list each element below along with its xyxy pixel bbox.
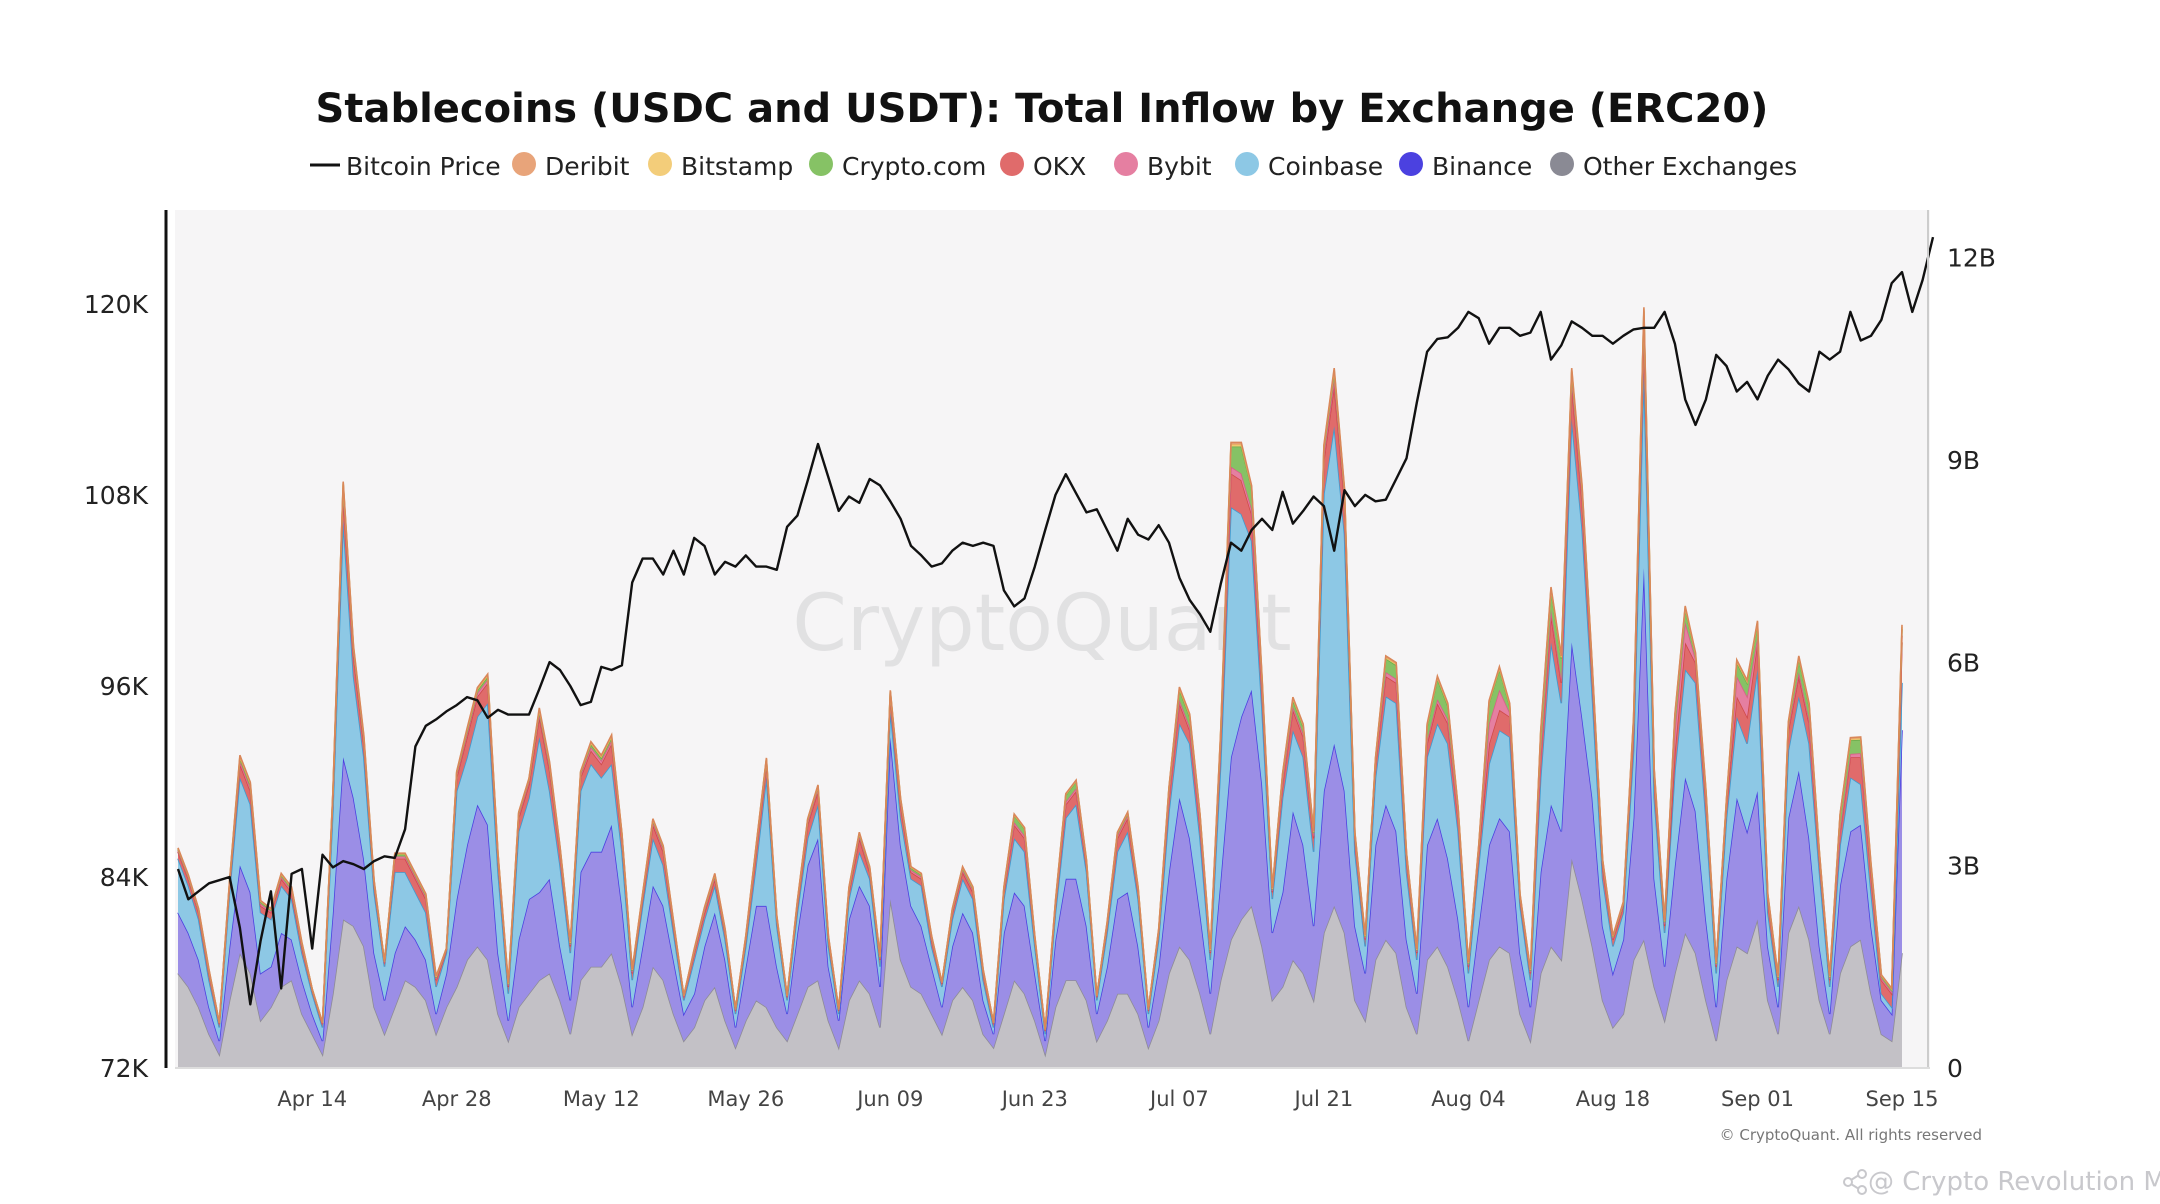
- legend-dot-marker: [809, 152, 833, 176]
- right-tick-label: 6B: [1947, 649, 1980, 678]
- share-icon: [1843, 1169, 1867, 1195]
- legend-item-bybit[interactable]: Bybit: [1114, 152, 1212, 181]
- legend-dot-marker: [1114, 152, 1138, 176]
- left-axis-ticks: 72K 84K 96K 108K 120K: [84, 290, 149, 1083]
- x-tick-label: Jun 09: [855, 1087, 923, 1111]
- right-tick-label: 3B: [1947, 851, 1980, 880]
- x-tick-label: Sep 01: [1721, 1087, 1794, 1111]
- left-tick-label: 96K: [100, 672, 149, 701]
- x-tick-label: Aug 18: [1576, 1087, 1650, 1111]
- area-binance: [178, 568, 1902, 1055]
- legend-label: OKX: [1033, 152, 1086, 181]
- legend-item-deribit[interactable]: Deribit: [512, 152, 630, 181]
- x-tick-label: May 12: [563, 1087, 640, 1111]
- legend-item-binance[interactable]: Binance: [1399, 152, 1532, 181]
- watermark: CryptoQuant: [792, 579, 1291, 669]
- copyright-text: © CryptoQuant. All rights reserved: [1720, 1126, 1982, 1144]
- legend-item-bitstamp[interactable]: Bitstamp: [648, 152, 793, 181]
- legend-label: Coinbase: [1268, 152, 1383, 181]
- x-tick-label: May 26: [707, 1087, 784, 1111]
- legend-dot-marker: [1550, 152, 1574, 176]
- legend: Bitcoin Price Deribit Bitstamp Crypto.co…: [310, 152, 1797, 181]
- x-tick-label: Apr 14: [277, 1087, 347, 1111]
- area-other-exchanges: [178, 858, 1902, 1068]
- legend-label: Binance: [1432, 152, 1532, 181]
- legend-dot-marker: [648, 152, 672, 176]
- legend-label: Other Exchanges: [1583, 152, 1797, 181]
- x-tick-label: Jul 07: [1148, 1087, 1209, 1111]
- x-tick-label: Aug 04: [1431, 1087, 1505, 1111]
- right-tick-label: 12B: [1947, 243, 1996, 272]
- left-tick-label: 84K: [100, 863, 149, 892]
- legend-label: Bitstamp: [681, 152, 793, 181]
- legend-dot-marker: [1399, 152, 1423, 176]
- legend-item-crypto-com[interactable]: Crypto.com: [809, 152, 986, 181]
- right-tick-label: 0: [1947, 1054, 1963, 1083]
- bitcoin-price-line: [176, 236, 1935, 1006]
- legend-item-other-exchanges[interactable]: Other Exchanges: [1550, 152, 1797, 181]
- area-coinbase: [178, 372, 1902, 1042]
- left-tick-label: 108K: [84, 481, 149, 510]
- attribution: @ Crypto Revolution Ma...: [1843, 1167, 2160, 1197]
- legend-label: Bitcoin Price: [346, 152, 501, 181]
- legend-dot-marker: [1235, 152, 1259, 176]
- right-axis-ticks: 0 3B 6B 9B 12B: [1947, 243, 1996, 1083]
- attribution-text: @ Crypto Revolution Ma...: [1868, 1167, 2160, 1197]
- x-axis-ticks: Apr 14 Apr 28 May 12 May 26 Jun 09 Jun 23 Jul …: [277, 1087, 1938, 1111]
- x-tick-label: Jun 23: [1000, 1087, 1068, 1111]
- legend-label: Crypto.com: [842, 152, 986, 181]
- legend-item-okx[interactable]: OKX: [1000, 152, 1086, 181]
- legend-label: Bybit: [1147, 152, 1212, 181]
- right-tick-label: 9B: [1947, 446, 1980, 475]
- left-tick-label: 72K: [100, 1054, 149, 1083]
- stacked-areas: [177, 307, 1903, 1068]
- legend-label: Deribit: [545, 152, 630, 181]
- legend-item-bitcoin-price[interactable]: Bitcoin Price: [310, 152, 501, 181]
- chart-title: Stablecoins (USDC and USDT): Total Inflo…: [316, 86, 1769, 132]
- left-tick-label: 120K: [84, 290, 149, 319]
- area-edge-deribit: [177, 307, 1903, 1030]
- legend-item-coinbase[interactable]: Coinbase: [1235, 152, 1383, 181]
- x-tick-label: Jul 21: [1293, 1087, 1354, 1111]
- x-tick-label: Apr 28: [422, 1087, 492, 1111]
- legend-dot-marker: [1000, 152, 1024, 176]
- x-tick-label: Sep 15: [1866, 1087, 1939, 1111]
- price-line-layer: [176, 236, 1935, 1006]
- legend-dot-marker: [512, 152, 536, 176]
